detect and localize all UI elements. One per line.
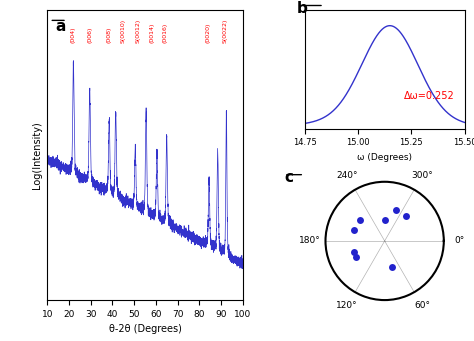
Text: (0014): (0014) — [149, 23, 154, 43]
Text: S(0012): S(0012) — [136, 19, 141, 43]
Text: (006): (006) — [87, 27, 92, 43]
Text: Δω=0.252: Δω=0.252 — [404, 91, 455, 101]
X-axis label: θ-2θ (Degrees): θ-2θ (Degrees) — [109, 324, 182, 335]
Text: S(0022): S(0022) — [223, 19, 228, 43]
Text: (008): (008) — [107, 27, 112, 43]
Text: (0016): (0016) — [162, 23, 167, 43]
Text: (0020): (0020) — [205, 23, 210, 43]
Text: S(0010): S(0010) — [121, 19, 126, 43]
Text: c: c — [284, 170, 293, 185]
X-axis label: ω (Degrees): ω (Degrees) — [357, 153, 412, 162]
Y-axis label: Log(Intensity): Log(Intensity) — [32, 121, 42, 189]
Text: b: b — [297, 1, 308, 16]
Text: (004): (004) — [71, 27, 76, 43]
Text: a: a — [55, 19, 65, 34]
